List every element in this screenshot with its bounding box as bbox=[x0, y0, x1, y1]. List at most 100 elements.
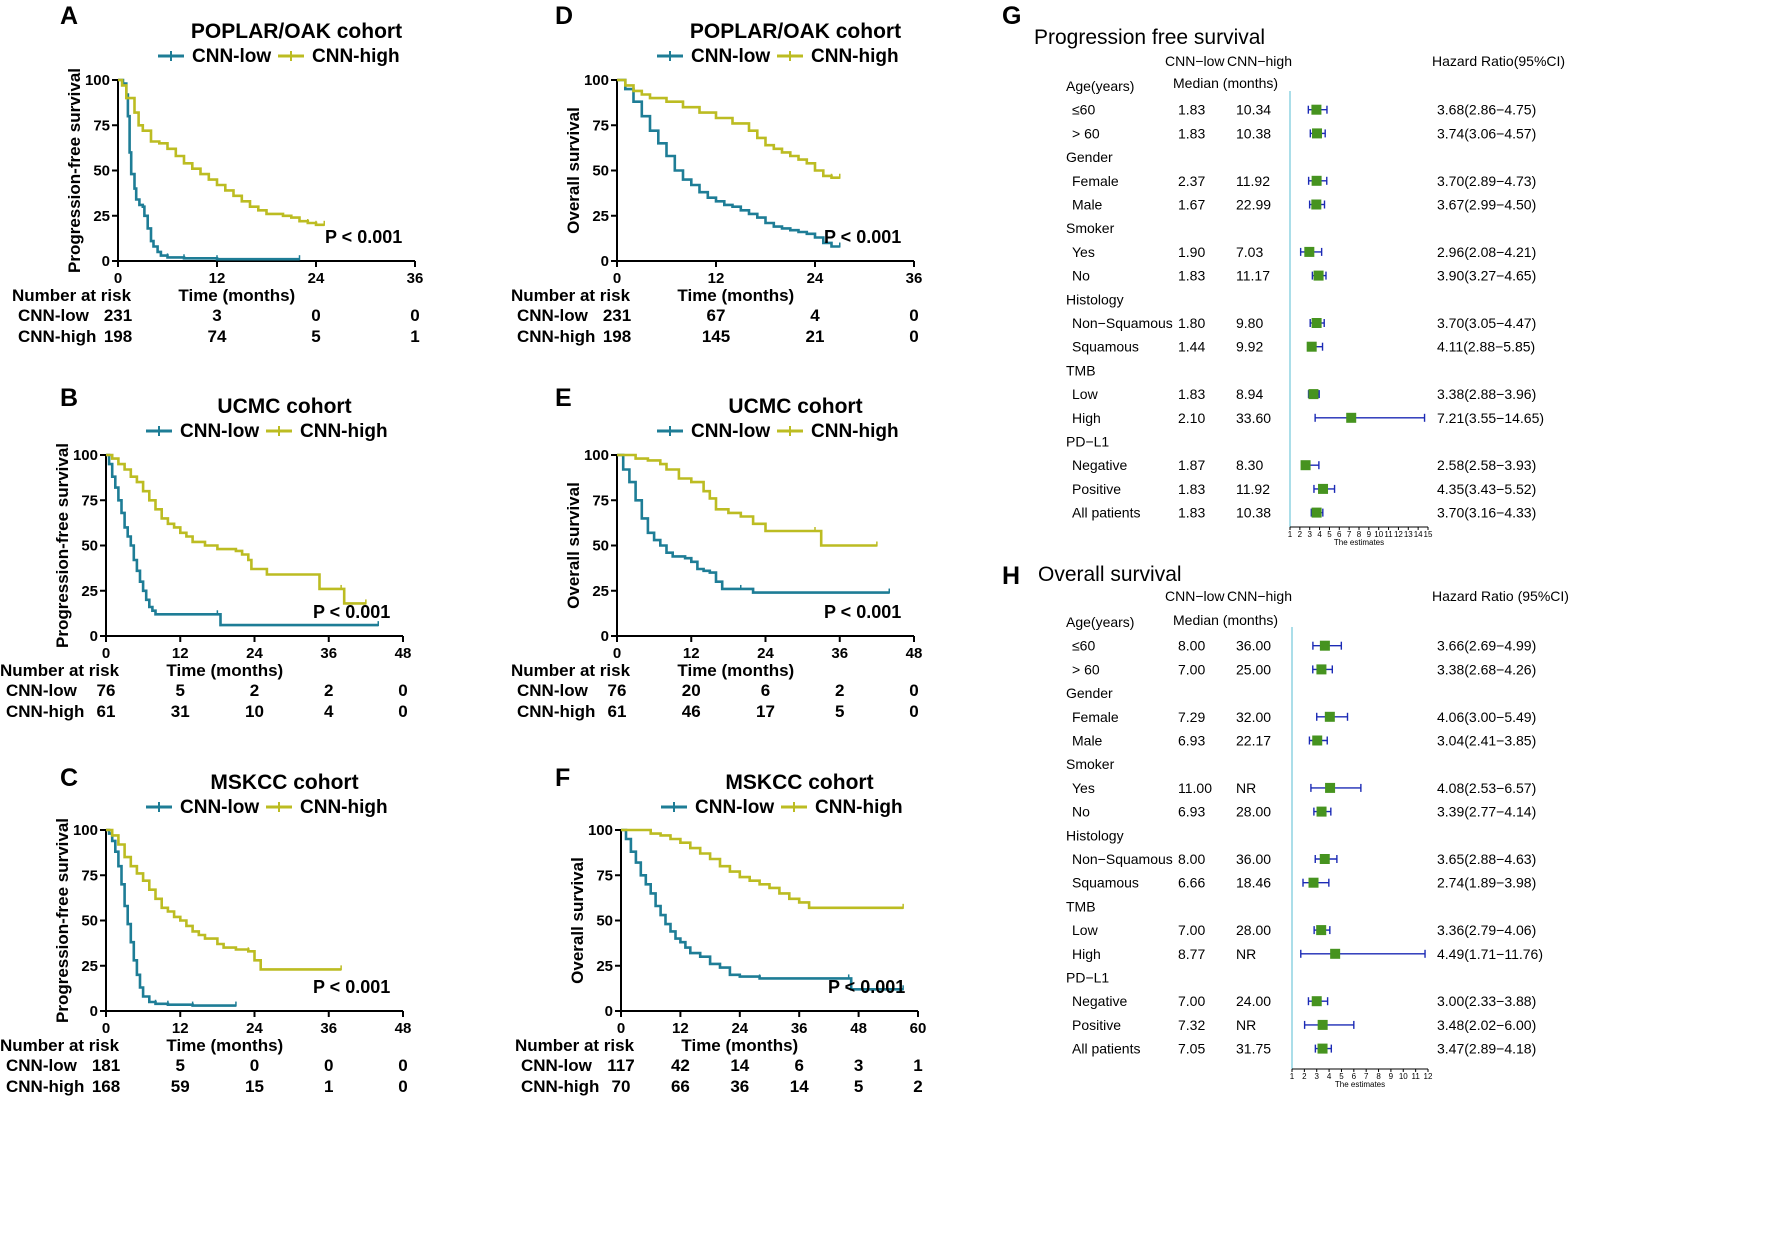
estimate-box bbox=[1316, 664, 1327, 675]
forest-row: Squamous 6.66 18.46 2.74(1.89−3.98) bbox=[1072, 875, 1536, 891]
risk-value: 2 bbox=[324, 681, 333, 700]
y-tick-label: 100 bbox=[584, 72, 609, 89]
forest-row: Low 7.00 28.00 3.36(2.79−4.06) bbox=[1072, 922, 1536, 938]
forest-row: Yes 1.90 7.03 2.96(2.08−4.21) bbox=[1072, 244, 1536, 260]
hazard-ratio: 3.65(2.88−4.63) bbox=[1437, 851, 1536, 867]
median-high: 28.00 bbox=[1236, 922, 1271, 938]
hazard-ratio: 3.90(3.27−4.65) bbox=[1437, 268, 1536, 284]
risk-value: 4 bbox=[810, 306, 820, 325]
forest-group-row: Histology bbox=[1066, 291, 1124, 307]
risk-value: 21 bbox=[806, 327, 825, 346]
forest-x-tick-label: 8 bbox=[1357, 530, 1362, 539]
risk-row-label: CNN-low bbox=[6, 1056, 78, 1075]
forest-row: Low 1.83 8.94 3.38(2.88−3.96) bbox=[1072, 386, 1536, 402]
risk-value: 20 bbox=[682, 681, 701, 700]
estimate-box bbox=[1306, 341, 1317, 352]
median-high: 10.38 bbox=[1236, 505, 1271, 521]
row-label: High bbox=[1072, 410, 1101, 426]
panel-title: UCMC cohort bbox=[728, 395, 862, 418]
risk-row-label: CNN-low bbox=[517, 306, 589, 325]
median-high: 22.99 bbox=[1236, 197, 1271, 213]
risk-title: Number at risk bbox=[12, 286, 132, 305]
row-label: ≤60 bbox=[1072, 102, 1095, 118]
hazard-ratio: 2.74(1.89−3.98) bbox=[1437, 875, 1536, 891]
x-tick-label: 12 bbox=[672, 1020, 689, 1037]
y-tick-label: 75 bbox=[592, 492, 609, 509]
group-label: Gender bbox=[1066, 149, 1113, 165]
median-low: 1.67 bbox=[1178, 197, 1205, 213]
y-tick-label: 50 bbox=[592, 538, 609, 555]
risk-value: 74 bbox=[208, 327, 227, 346]
hazard-ratio: 3.68(2.86−4.75) bbox=[1437, 102, 1536, 118]
risk-value: 42 bbox=[671, 1056, 690, 1075]
risk-value: 145 bbox=[702, 327, 730, 346]
median-high: 31.75 bbox=[1236, 1041, 1271, 1057]
forest-x-tick-label: 2 bbox=[1298, 530, 1303, 539]
legend-label-low: CNN-low bbox=[695, 797, 774, 818]
median-low: 1.83 bbox=[1178, 505, 1205, 521]
y-axis-label: Overall survival bbox=[564, 107, 583, 234]
median-low: 1.83 bbox=[1178, 268, 1205, 284]
forest-plot-g: G Progression free survival CNN−low CNN−hig… bbox=[1002, 2, 1565, 547]
legend-label-low: CNN-low bbox=[192, 46, 271, 67]
risk-value: 4 bbox=[324, 702, 334, 721]
legend-label-low: CNN-low bbox=[180, 421, 259, 442]
risk-value: 61 bbox=[608, 702, 627, 721]
y-tick-label: 100 bbox=[73, 822, 98, 839]
estimate-box bbox=[1324, 711, 1335, 722]
risk-value: 36 bbox=[730, 1077, 749, 1096]
risk-title: Number at risk bbox=[515, 1036, 635, 1055]
p-value: P < 0.001 bbox=[824, 227, 901, 247]
risk-value: 14 bbox=[730, 1056, 749, 1075]
risk-value: 0 bbox=[410, 306, 419, 325]
risk-row-label: CNN-high bbox=[6, 1077, 84, 1096]
forest-x-tick-label: 8 bbox=[1376, 1072, 1381, 1081]
median-low: 11.00 bbox=[1178, 780, 1212, 796]
median-low: 1.83 bbox=[1178, 386, 1205, 402]
forest-x-tick-label: 1 bbox=[1290, 1072, 1295, 1081]
risk-value: 14 bbox=[790, 1077, 809, 1096]
forest-x-tick-label: 15 bbox=[1424, 530, 1433, 539]
median-high: 36.00 bbox=[1236, 638, 1271, 654]
legend-label-high: CNN-high bbox=[312, 46, 400, 67]
x-tick-label: 48 bbox=[395, 645, 412, 662]
forest-row: Female 7.29 32.00 4.06(3.00−5.49) bbox=[1072, 709, 1536, 725]
forest-row: All patients 7.05 31.75 3.47(2.89−4.18) bbox=[1072, 1041, 1536, 1057]
forest-x-tick-label: 3 bbox=[1307, 530, 1312, 539]
hazard-ratio: 3.70(3.05−4.47) bbox=[1437, 315, 1536, 331]
panel-letter: B bbox=[60, 384, 78, 412]
y-tick-label: 75 bbox=[596, 867, 613, 884]
x-tick-label: 0 bbox=[102, 645, 110, 662]
estimate-box bbox=[1311, 104, 1322, 115]
col-subheader: Median (months) bbox=[1173, 75, 1278, 91]
median-high: 11.17 bbox=[1236, 268, 1270, 284]
forest-row: > 60 7.00 25.00 3.38(2.68−4.26) bbox=[1072, 661, 1536, 677]
panel-letter: A bbox=[60, 2, 78, 30]
y-tick-label: 75 bbox=[592, 117, 609, 134]
legend-label-high: CNN-high bbox=[811, 421, 899, 442]
col-header-low: CNN−low bbox=[1165, 588, 1225, 604]
legend-label-low: CNN-low bbox=[691, 46, 770, 67]
y-tick-label: 100 bbox=[584, 447, 609, 464]
row-label: Low bbox=[1072, 386, 1099, 402]
x-axis-label: Time (months) bbox=[166, 661, 283, 680]
y-tick-label: 0 bbox=[601, 253, 609, 270]
forest-x-tick-label: 2 bbox=[1302, 1072, 1307, 1081]
km-curve-high bbox=[617, 453, 877, 547]
x-tick-label: 12 bbox=[209, 270, 226, 287]
forest-x-axis-label: The estimates bbox=[1335, 1080, 1385, 1089]
risk-title: Number at risk bbox=[511, 661, 631, 680]
y-tick-label: 0 bbox=[102, 253, 110, 270]
median-high: 33.60 bbox=[1236, 410, 1271, 426]
risk-value: 61 bbox=[97, 702, 116, 721]
row-label: Yes bbox=[1072, 244, 1095, 260]
forest-plot-h: H Overall survival CNN−low CNN−high Hazard R… bbox=[1002, 562, 1569, 1089]
x-tick-label: 24 bbox=[246, 1020, 263, 1037]
estimate-box bbox=[1312, 128, 1323, 139]
row-label: Negative bbox=[1072, 457, 1127, 473]
y-tick-label: 50 bbox=[592, 163, 609, 180]
forest-x-tick-label: 1 bbox=[1288, 530, 1293, 539]
